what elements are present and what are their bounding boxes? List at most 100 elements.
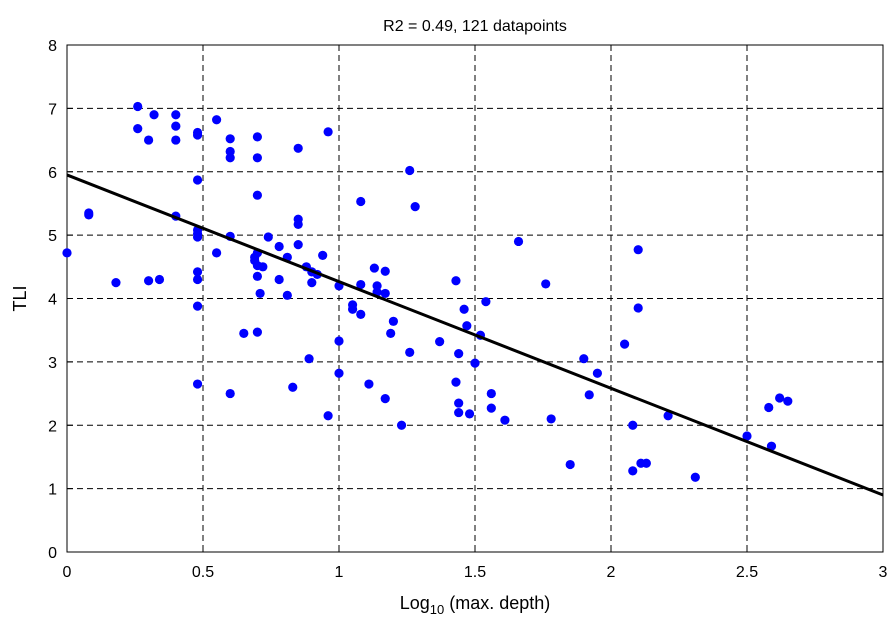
axis-ticks: 0 0.5 1 1.5 2 2.5 3 0 1 2 3 4 5 6 7 8 <box>48 38 887 581</box>
data-point <box>500 415 510 425</box>
data-point <box>481 297 491 307</box>
data-point <box>144 135 154 145</box>
y-tick-label: 1 <box>48 482 57 499</box>
y-tick-label: 6 <box>48 165 57 182</box>
data-point <box>380 394 390 404</box>
data-point <box>766 441 777 451</box>
data-point <box>454 349 464 359</box>
data-point <box>225 146 235 157</box>
data-point <box>579 354 589 364</box>
data-point <box>323 127 333 137</box>
data-point <box>513 236 524 247</box>
x-tick-label: 1 <box>335 564 344 581</box>
data-point <box>252 327 262 337</box>
x-axis-title-main: Log <box>400 593 430 613</box>
data-point <box>263 232 273 242</box>
data-point <box>192 232 203 242</box>
data-point <box>192 301 203 311</box>
data-point <box>410 202 420 212</box>
x-tick-label: 0.5 <box>192 564 214 581</box>
data-point <box>334 368 344 378</box>
data-point <box>192 267 203 277</box>
data-point <box>192 130 203 140</box>
data-point <box>663 411 673 421</box>
chart-title: R2 = 0.49, 121 datapoints <box>383 18 567 35</box>
data-point <box>451 276 461 286</box>
data-point <box>323 411 333 421</box>
data-point <box>307 278 317 288</box>
data-point <box>62 248 72 258</box>
data-point <box>454 398 464 408</box>
data-point <box>592 368 603 378</box>
data-point <box>764 402 774 413</box>
x-tick-label: 2 <box>607 564 616 581</box>
data-point <box>451 377 461 387</box>
data-point <box>454 407 464 418</box>
data-point <box>111 278 121 288</box>
y-tick-label: 5 <box>48 228 57 245</box>
data-point <box>149 110 159 120</box>
data-points <box>62 101 793 482</box>
data-point <box>470 358 480 368</box>
y-axis-title: TLI <box>10 285 30 311</box>
data-point <box>133 124 143 134</box>
data-point <box>252 153 262 163</box>
regression-line <box>66 173 884 497</box>
data-point <box>192 274 203 285</box>
data-point <box>293 143 303 153</box>
data-point <box>541 279 551 289</box>
data-point <box>255 288 265 299</box>
data-point <box>212 115 222 125</box>
data-point <box>171 121 181 131</box>
y-tick-label: 8 <box>48 38 57 55</box>
data-point <box>282 290 292 300</box>
data-point <box>628 420 638 430</box>
data-point <box>293 219 303 229</box>
data-point <box>546 414 556 424</box>
data-point <box>386 328 396 338</box>
data-point <box>584 390 594 400</box>
x-tick-label: 3 <box>879 564 888 581</box>
data-point <box>775 393 785 403</box>
x-axis-title: Log10 (max. depth) <box>400 593 551 617</box>
data-point <box>334 336 344 346</box>
data-point <box>304 354 314 364</box>
data-point <box>486 388 496 399</box>
data-point <box>356 196 366 207</box>
data-point <box>380 266 390 276</box>
data-point <box>274 274 284 285</box>
y-tick-label: 7 <box>48 101 57 118</box>
y-tick-label: 4 <box>48 292 57 309</box>
data-point <box>252 271 262 281</box>
data-point <box>171 110 181 120</box>
data-point <box>388 316 398 326</box>
data-point <box>372 281 382 291</box>
y-tick-label: 2 <box>48 418 57 435</box>
data-point <box>369 263 379 273</box>
data-point <box>641 458 651 468</box>
data-point <box>628 466 638 476</box>
data-point <box>212 248 222 258</box>
x-tick-label: 0 <box>63 564 72 581</box>
data-point <box>258 262 268 272</box>
data-point <box>405 347 415 357</box>
data-point <box>252 132 262 142</box>
data-point <box>405 165 415 176</box>
data-point <box>565 459 575 470</box>
data-point <box>380 288 390 299</box>
data-point <box>192 379 203 389</box>
x-tick-label: 1.5 <box>464 564 486 581</box>
y-tick-label: 0 <box>48 545 57 562</box>
data-point <box>356 279 366 290</box>
data-point <box>742 431 752 441</box>
x-axis-title-subscript: 10 <box>430 602 444 617</box>
data-point <box>225 134 235 144</box>
data-point <box>396 420 407 430</box>
data-point <box>462 321 472 331</box>
data-point <box>144 276 154 286</box>
y-tick-label: 3 <box>48 355 57 372</box>
grid-lines <box>67 45 883 552</box>
data-point <box>274 241 284 252</box>
data-point <box>288 382 298 392</box>
data-point <box>620 339 630 349</box>
